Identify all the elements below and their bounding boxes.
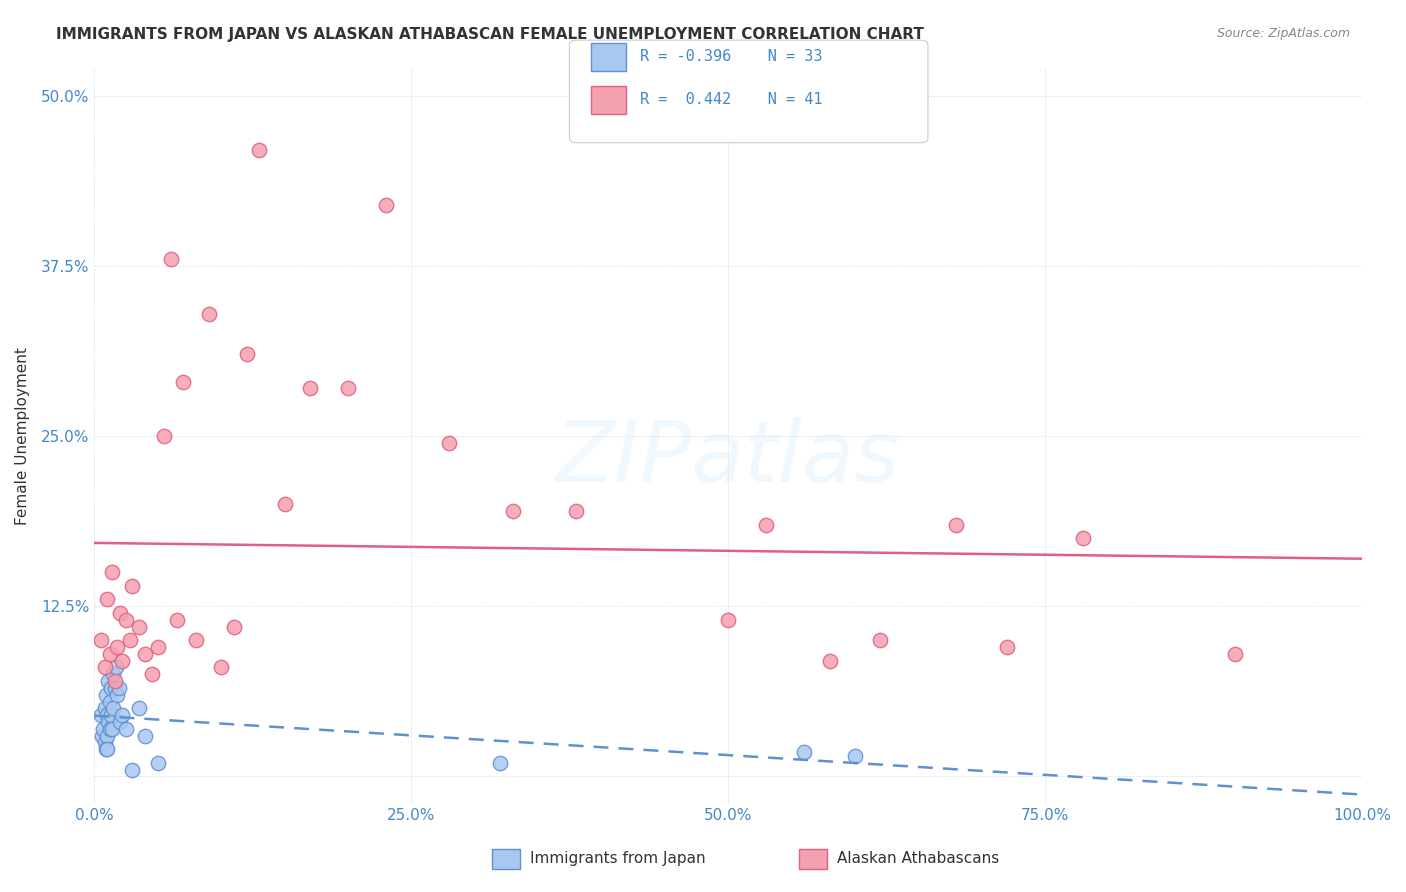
Point <box>111 654 134 668</box>
Point <box>105 688 128 702</box>
Text: Source: ZipAtlas.com: Source: ZipAtlas.com <box>1216 27 1350 40</box>
Point <box>128 620 150 634</box>
Point <box>98 647 121 661</box>
Point <box>96 708 118 723</box>
Point <box>100 681 122 695</box>
Point <box>818 654 841 668</box>
Point <box>134 729 156 743</box>
Point <box>108 606 131 620</box>
Point <box>105 640 128 654</box>
Text: R =  0.442    N = 41: R = 0.442 N = 41 <box>640 92 823 106</box>
Point <box>90 708 112 723</box>
Point <box>172 375 194 389</box>
Point <box>209 660 232 674</box>
Point <box>98 694 121 708</box>
Point <box>717 613 740 627</box>
Point <box>146 756 169 770</box>
Point <box>273 497 295 511</box>
Point <box>94 688 117 702</box>
Point <box>995 640 1018 654</box>
Point <box>166 613 188 627</box>
Point <box>793 745 815 759</box>
Point <box>96 729 118 743</box>
Point <box>98 722 121 736</box>
Point <box>96 592 118 607</box>
Point <box>93 660 115 674</box>
Point <box>153 429 176 443</box>
FancyBboxPatch shape <box>591 86 626 114</box>
Point <box>298 381 321 395</box>
Point <box>104 674 127 689</box>
Point <box>121 579 143 593</box>
Point <box>94 742 117 756</box>
Text: Immigrants from Japan: Immigrants from Japan <box>530 852 706 866</box>
Point <box>97 714 120 729</box>
Point <box>247 143 270 157</box>
Point <box>121 763 143 777</box>
Point <box>489 756 512 770</box>
Point <box>115 613 138 627</box>
Point <box>128 701 150 715</box>
Point <box>101 565 124 579</box>
Point <box>439 435 461 450</box>
FancyBboxPatch shape <box>799 849 827 869</box>
Point <box>565 504 588 518</box>
Point <box>118 633 141 648</box>
FancyBboxPatch shape <box>492 849 520 869</box>
Point <box>91 729 114 743</box>
Point <box>1225 647 1247 661</box>
Point <box>146 640 169 654</box>
Point <box>101 722 124 736</box>
Point <box>945 517 967 532</box>
Point <box>105 660 128 674</box>
Point <box>96 742 118 756</box>
Point <box>93 701 115 715</box>
Point <box>1071 531 1094 545</box>
Point <box>103 667 125 681</box>
Point <box>844 749 866 764</box>
Point <box>336 381 359 395</box>
Point <box>103 701 125 715</box>
Point <box>93 735 115 749</box>
Text: R = -0.396    N = 33: R = -0.396 N = 33 <box>640 49 823 63</box>
Point <box>197 307 219 321</box>
Point <box>93 722 115 736</box>
Text: ZIPatlas: ZIPatlas <box>557 417 900 500</box>
Y-axis label: Female Unemployment: Female Unemployment <box>15 347 30 525</box>
Point <box>184 633 207 648</box>
Point <box>869 633 891 648</box>
Point <box>141 667 163 681</box>
Point <box>107 681 129 695</box>
Point <box>755 517 778 532</box>
Point <box>100 708 122 723</box>
Point <box>115 722 138 736</box>
Point <box>104 681 127 695</box>
Point <box>159 252 181 266</box>
Point <box>90 633 112 648</box>
Point <box>375 197 398 211</box>
Text: IMMIGRANTS FROM JAPAN VS ALASKAN ATHABASCAN FEMALE UNEMPLOYMENT CORRELATION CHAR: IMMIGRANTS FROM JAPAN VS ALASKAN ATHABAS… <box>56 27 924 42</box>
Point <box>108 714 131 729</box>
Point <box>111 708 134 723</box>
Point <box>97 674 120 689</box>
Point <box>502 504 524 518</box>
Point <box>222 620 245 634</box>
Point <box>235 347 257 361</box>
Point <box>134 647 156 661</box>
Text: Alaskan Athabascans: Alaskan Athabascans <box>837 852 998 866</box>
FancyBboxPatch shape <box>591 43 626 71</box>
